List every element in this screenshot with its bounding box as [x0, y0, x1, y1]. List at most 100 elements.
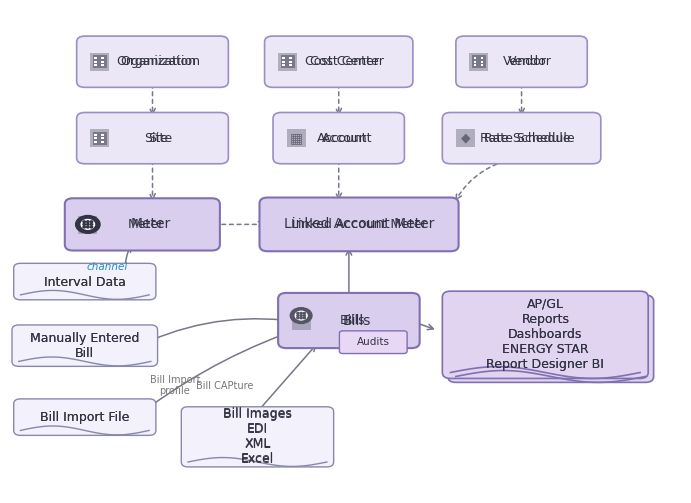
- FancyBboxPatch shape: [102, 61, 104, 63]
- FancyBboxPatch shape: [181, 407, 334, 467]
- FancyBboxPatch shape: [102, 137, 104, 139]
- FancyBboxPatch shape: [93, 132, 106, 144]
- Circle shape: [300, 315, 302, 316]
- Text: Manually Entered
Bill: Manually Entered Bill: [30, 332, 140, 360]
- Text: Organization: Organization: [116, 55, 196, 68]
- FancyBboxPatch shape: [290, 61, 292, 63]
- FancyBboxPatch shape: [287, 129, 305, 147]
- Text: Account: Account: [317, 132, 368, 145]
- Text: ▦: ▦: [290, 131, 303, 145]
- Text: Rate Schedule: Rate Schedule: [484, 132, 575, 145]
- Circle shape: [300, 312, 302, 314]
- Text: Site: Site: [149, 132, 173, 145]
- FancyBboxPatch shape: [91, 129, 109, 147]
- Text: Vendor: Vendor: [508, 55, 551, 68]
- Text: Meter: Meter: [128, 218, 164, 231]
- Text: channel: channel: [87, 262, 128, 272]
- Text: Organization: Organization: [121, 55, 200, 68]
- FancyBboxPatch shape: [448, 295, 654, 382]
- Circle shape: [295, 311, 307, 320]
- FancyBboxPatch shape: [283, 61, 285, 63]
- FancyBboxPatch shape: [265, 36, 413, 88]
- FancyBboxPatch shape: [102, 134, 104, 136]
- FancyBboxPatch shape: [469, 53, 489, 71]
- FancyBboxPatch shape: [95, 137, 97, 139]
- FancyBboxPatch shape: [456, 129, 475, 147]
- FancyBboxPatch shape: [281, 55, 294, 68]
- FancyBboxPatch shape: [473, 61, 476, 63]
- Circle shape: [303, 317, 305, 319]
- FancyBboxPatch shape: [472, 55, 486, 68]
- FancyBboxPatch shape: [14, 264, 156, 300]
- FancyBboxPatch shape: [65, 198, 220, 250]
- Circle shape: [303, 315, 305, 316]
- Text: Bill Import File: Bill Import File: [40, 411, 129, 424]
- Text: Bill Images
EDI
XML
Excel: Bill Images EDI XML Excel: [223, 408, 292, 466]
- FancyBboxPatch shape: [283, 64, 285, 66]
- FancyBboxPatch shape: [102, 141, 104, 143]
- Text: Bill Images
EDI
XML
Excel: Bill Images EDI XML Excel: [223, 407, 292, 465]
- FancyBboxPatch shape: [95, 57, 97, 59]
- FancyBboxPatch shape: [481, 61, 483, 63]
- Circle shape: [86, 221, 89, 223]
- FancyBboxPatch shape: [278, 53, 297, 71]
- Text: Bills: Bills: [343, 313, 371, 327]
- Circle shape: [83, 226, 86, 228]
- FancyBboxPatch shape: [481, 57, 483, 59]
- Text: AP/GL
Reports
Dashboards
ENERGY STAR
Report Designer BI: AP/GL Reports Dashboards ENERGY STAR Rep…: [486, 298, 604, 371]
- Text: Bill Import
profile: Bill Import profile: [149, 375, 200, 396]
- FancyBboxPatch shape: [442, 113, 600, 164]
- Text: Bills: Bills: [339, 314, 365, 327]
- Text: ◆: ◆: [460, 132, 470, 145]
- FancyBboxPatch shape: [102, 64, 104, 66]
- FancyBboxPatch shape: [77, 113, 228, 164]
- Text: Account: Account: [321, 132, 372, 145]
- FancyBboxPatch shape: [91, 53, 109, 71]
- Text: Cost Center: Cost Center: [305, 55, 379, 68]
- FancyBboxPatch shape: [260, 198, 459, 252]
- Circle shape: [75, 215, 100, 233]
- FancyBboxPatch shape: [14, 399, 156, 436]
- FancyBboxPatch shape: [95, 61, 97, 63]
- FancyBboxPatch shape: [12, 325, 158, 366]
- Text: Linked Account Meter: Linked Account Meter: [291, 218, 427, 231]
- Circle shape: [83, 221, 86, 223]
- Circle shape: [86, 223, 89, 225]
- FancyBboxPatch shape: [93, 55, 106, 68]
- Circle shape: [91, 223, 93, 225]
- Text: AP/GL
Reports
Dashboards
ENERGY STAR
Report Designer BI: AP/GL Reports Dashboards ENERGY STAR Rep…: [486, 298, 604, 371]
- FancyBboxPatch shape: [95, 134, 97, 136]
- FancyBboxPatch shape: [102, 57, 104, 59]
- Text: Linked Account Meter: Linked Account Meter: [284, 217, 434, 231]
- Text: Interval Data: Interval Data: [44, 276, 126, 289]
- FancyBboxPatch shape: [290, 57, 292, 59]
- Text: Bill CAPture: Bill CAPture: [196, 381, 254, 391]
- FancyBboxPatch shape: [95, 64, 97, 66]
- FancyBboxPatch shape: [456, 36, 587, 88]
- Circle shape: [297, 317, 299, 319]
- Circle shape: [86, 226, 89, 228]
- Text: Bill Import File: Bill Import File: [40, 411, 129, 424]
- Circle shape: [297, 315, 299, 316]
- Text: Audits: Audits: [357, 337, 390, 347]
- FancyBboxPatch shape: [473, 57, 476, 59]
- Circle shape: [91, 221, 93, 223]
- FancyBboxPatch shape: [95, 141, 97, 143]
- Circle shape: [91, 226, 93, 228]
- Text: Site: Site: [144, 132, 168, 145]
- FancyBboxPatch shape: [292, 312, 311, 330]
- Circle shape: [83, 223, 86, 225]
- Text: Cost Center: Cost Center: [310, 55, 384, 68]
- FancyBboxPatch shape: [273, 113, 404, 164]
- Circle shape: [303, 312, 305, 314]
- Text: Manually Entered
Bill: Manually Entered Bill: [30, 332, 140, 360]
- Circle shape: [297, 312, 299, 314]
- Text: Meter: Meter: [131, 217, 171, 231]
- Circle shape: [290, 308, 312, 323]
- Circle shape: [300, 317, 302, 319]
- Text: Rate Schedule: Rate Schedule: [480, 132, 570, 145]
- FancyBboxPatch shape: [78, 215, 97, 234]
- Circle shape: [81, 219, 95, 229]
- FancyBboxPatch shape: [290, 64, 292, 66]
- FancyBboxPatch shape: [473, 64, 476, 66]
